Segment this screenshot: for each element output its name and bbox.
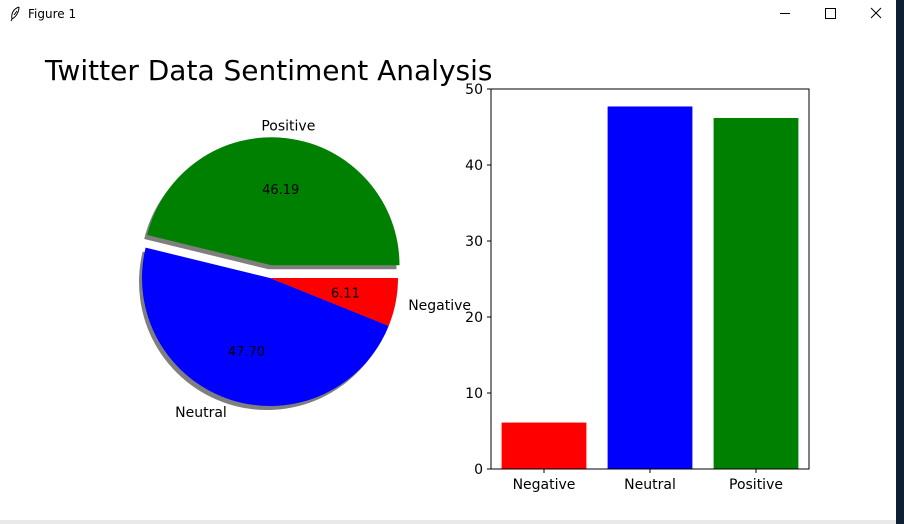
pie-slice-neutral — [141, 247, 389, 407]
y-tick-label: 40 — [465, 158, 483, 174]
figure-title: Twitter Data Sentiment Analysis — [44, 54, 493, 87]
x-tick-label-positive: Positive — [729, 477, 783, 493]
minimize-icon — [780, 13, 790, 14]
pie-slice-positive — [147, 137, 400, 266]
pie-label-positive: Positive — [261, 118, 315, 134]
y-tick-label: 30 — [465, 234, 483, 250]
pie-value-label-neutral: 47.70 — [228, 345, 265, 360]
y-tick-label: 20 — [465, 310, 483, 326]
pie-chart: 46.19 Positive 47.70 Neutral 6.11 Negative — [138, 118, 471, 421]
feather-icon — [10, 6, 20, 22]
y-tick-label: 0 — [474, 462, 483, 478]
window-title: Figure 1 — [28, 7, 77, 21]
maximize-icon — [825, 8, 836, 19]
window-bottom-border — [0, 520, 896, 524]
bar-positive — [713, 117, 799, 470]
bar-axes-frame — [490, 88, 810, 470]
figure-canvas: Twitter Data Sentiment Analysis 46.19 Pos… — [0, 28, 896, 520]
pie-label-neutral: Neutral — [175, 405, 227, 421]
pie-value-label-positive: 46.19 — [262, 183, 299, 198]
minimize-button[interactable] — [762, 0, 808, 28]
window-titlebar: Figure 1 — [0, 0, 896, 28]
close-button[interactable] — [853, 0, 899, 28]
bar-chart: Negative Neutral Positive 0 10 20 30 40 50 — [465, 82, 810, 493]
bar-negative — [501, 422, 587, 469]
x-tick-label-neutral: Neutral — [624, 477, 676, 493]
pie-slice-negative — [270, 278, 398, 326]
window-border — [896, 0, 904, 524]
x-tick-label-negative: Negative — [513, 477, 576, 493]
bar-neutral — [607, 106, 693, 469]
close-icon — [870, 7, 882, 19]
pie-value-label-negative: 6.11 — [331, 287, 360, 302]
maximize-button[interactable] — [807, 0, 853, 28]
y-tick-label: 10 — [465, 386, 483, 402]
figure-svg: Twitter Data Sentiment Analysis 46.19 Pos… — [44, 54, 810, 493]
y-tick-label: 50 — [465, 82, 483, 98]
pie-label-negative: Negative — [408, 298, 471, 314]
